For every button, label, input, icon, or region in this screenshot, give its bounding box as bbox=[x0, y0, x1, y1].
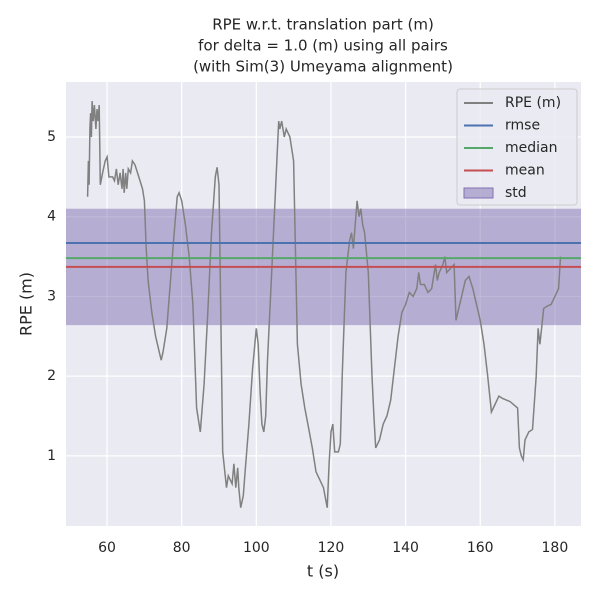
x-tick-label: 120 bbox=[318, 540, 345, 556]
x-tick-label: 80 bbox=[173, 540, 191, 556]
x-tick-label: 160 bbox=[467, 540, 494, 556]
x-tick-label: 100 bbox=[243, 540, 270, 556]
y-tick-label: 1 bbox=[47, 448, 56, 464]
legend-box bbox=[456, 88, 578, 206]
legend-label: rmse bbox=[505, 118, 540, 134]
legend-label: mean bbox=[505, 163, 545, 179]
legend-label: RPE (m) bbox=[505, 95, 561, 111]
chart-title: for delta = 1.0 (m) using all pairs bbox=[198, 37, 448, 55]
legend-swatch bbox=[463, 187, 494, 199]
chart-title: (with Sim(3) Umeyama alignment) bbox=[193, 58, 453, 76]
y-tick-label: 2 bbox=[47, 368, 56, 384]
x-axis-label: t (s) bbox=[307, 562, 339, 581]
x-tick-label: 180 bbox=[542, 540, 569, 556]
y-tick-label: 4 bbox=[47, 209, 56, 225]
y-axis-label: RPE (m) bbox=[17, 272, 36, 336]
legend-label: std bbox=[505, 185, 527, 201]
y-tick-label: 5 bbox=[47, 129, 56, 145]
legend-label: median bbox=[505, 140, 557, 156]
data-line bbox=[86, 101, 562, 508]
chart-title: RPE w.r.t. translation part (m) bbox=[212, 16, 434, 34]
y-tick-label: 3 bbox=[47, 288, 56, 304]
x-tick-label: 140 bbox=[392, 540, 419, 556]
x-tick-label: 60 bbox=[98, 540, 116, 556]
